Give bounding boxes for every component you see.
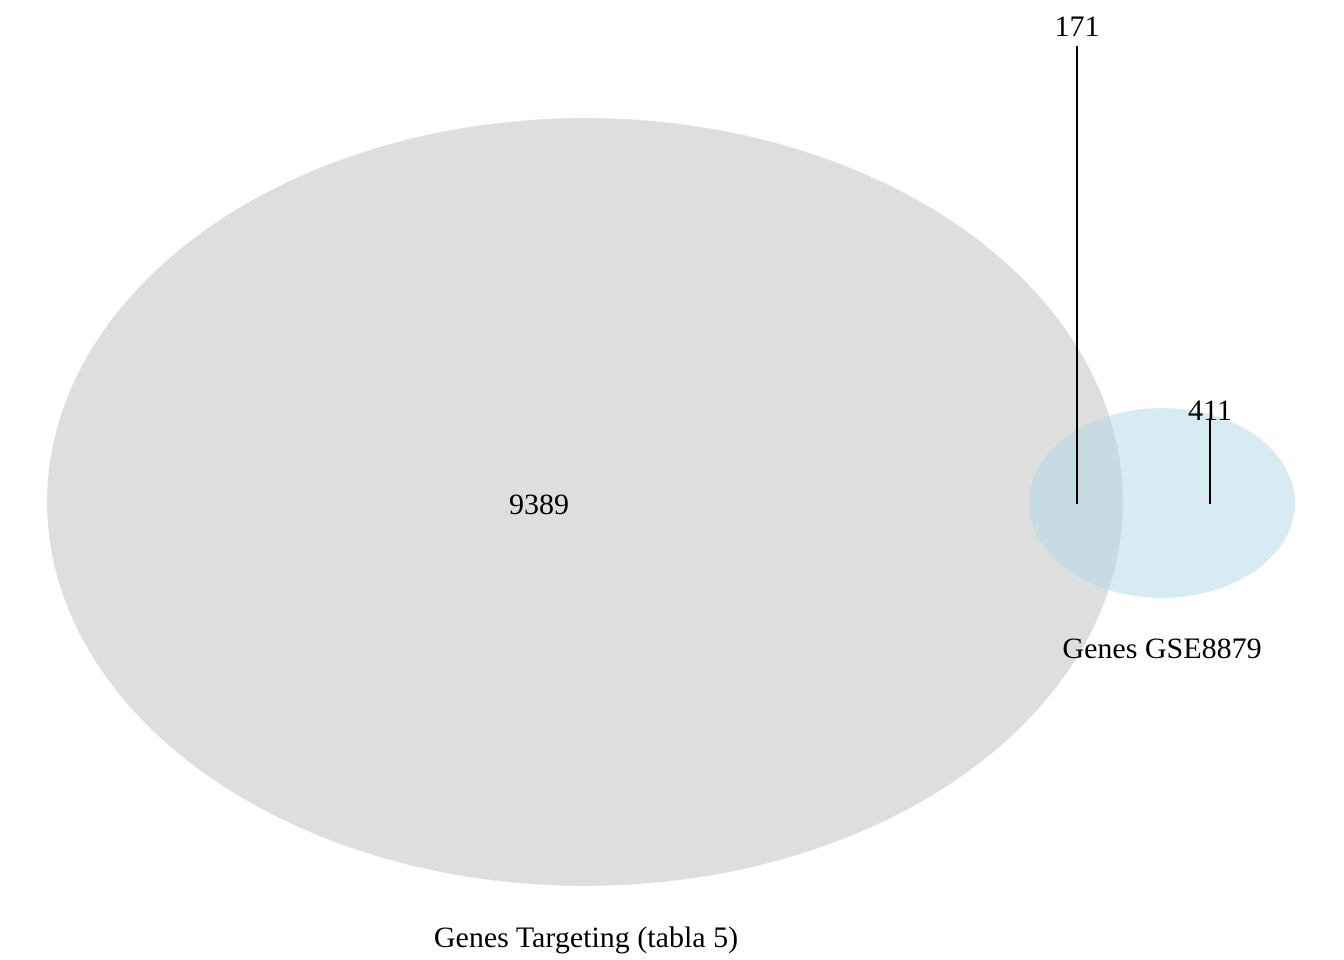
set-label-genes-gse8879: Genes GSE8879: [1062, 632, 1261, 665]
region-count-gse-only: 411: [1188, 394, 1232, 427]
set-ellipse-genes-gse8879: [1029, 408, 1295, 598]
set-ellipse-genes-targeting: [47, 118, 1123, 886]
set-label-genes-targeting: Genes Targeting (tabla 5): [434, 921, 738, 954]
region-count-overlap: 171: [1055, 10, 1100, 43]
region-count-targeting-only: 9389: [509, 488, 569, 521]
